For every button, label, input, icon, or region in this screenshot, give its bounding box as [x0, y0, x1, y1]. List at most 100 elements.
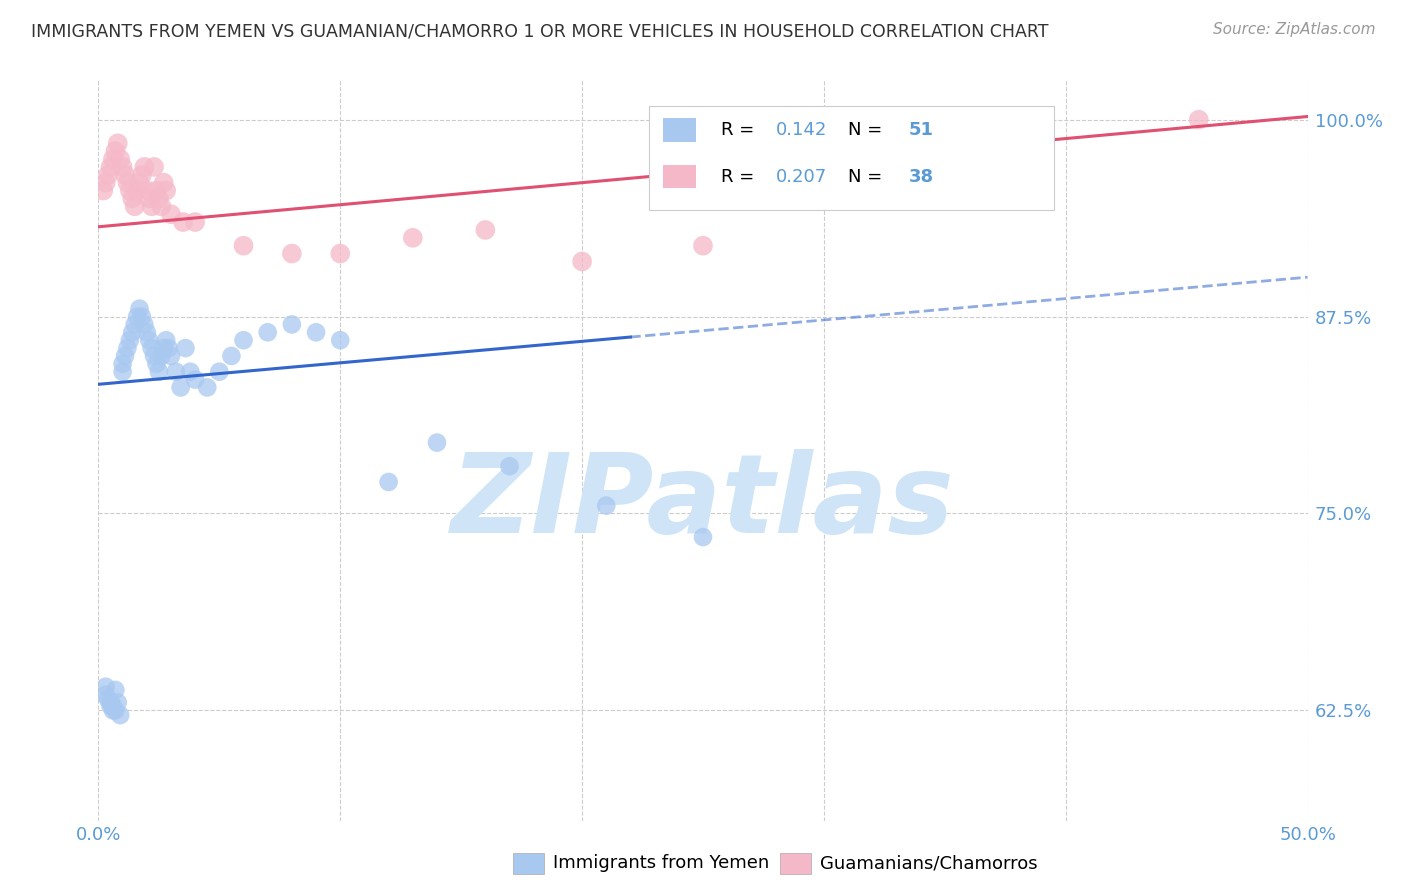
Text: 0.207: 0.207 [776, 168, 827, 186]
Point [101, 698, 124, 713]
Point [104, 144, 127, 158]
Point [377, 475, 399, 489]
Text: R =: R = [721, 121, 761, 139]
Point [100, 160, 122, 174]
Point [100, 696, 122, 710]
Point [94, 688, 117, 702]
Text: ZIPatlas: ZIPatlas [451, 449, 955, 556]
Text: Source: ZipAtlas.com: Source: ZipAtlas.com [1212, 22, 1375, 37]
Text: N =: N = [848, 121, 889, 139]
Point [329, 246, 352, 260]
Point [474, 223, 496, 237]
Point [141, 341, 163, 355]
Text: N =: N = [848, 168, 889, 186]
Point [256, 326, 278, 340]
Point [498, 459, 520, 474]
Point [208, 365, 231, 379]
Text: 0.142: 0.142 [776, 121, 827, 139]
Point [134, 160, 156, 174]
Point [138, 333, 160, 347]
Point [184, 215, 207, 229]
Point [172, 215, 194, 229]
Point [148, 365, 170, 379]
Point [108, 708, 131, 723]
Point [124, 199, 146, 213]
Point [595, 499, 617, 513]
Point [152, 176, 174, 190]
Point [114, 349, 136, 363]
Point [160, 349, 183, 363]
Point [114, 168, 136, 182]
Point [179, 365, 201, 379]
Point [135, 326, 157, 340]
Point [121, 326, 143, 340]
Point [100, 698, 122, 713]
Point [174, 341, 197, 355]
Point [118, 184, 141, 198]
Point [107, 136, 129, 151]
Point [305, 326, 328, 340]
Point [692, 238, 714, 252]
Point [155, 333, 177, 347]
Point [145, 357, 167, 371]
Point [157, 341, 180, 355]
Point [221, 349, 243, 363]
Point [97, 692, 120, 706]
Point [108, 152, 131, 166]
Point [101, 703, 124, 717]
Point [111, 357, 134, 371]
Point [152, 341, 174, 355]
Point [150, 199, 173, 213]
Text: 51: 51 [908, 121, 934, 139]
Point [281, 246, 304, 260]
Point [169, 380, 191, 394]
Point [94, 176, 117, 190]
Point [148, 191, 170, 205]
Point [91, 184, 114, 198]
Text: IMMIGRANTS FROM YEMEN VS GUAMANIAN/CHAMORRO 1 OR MORE VEHICLES IN HOUSEHOLD CORR: IMMIGRANTS FROM YEMEN VS GUAMANIAN/CHAMO… [31, 22, 1049, 40]
Point [97, 168, 120, 182]
Point [117, 341, 139, 355]
FancyBboxPatch shape [664, 118, 696, 142]
Point [107, 696, 129, 710]
Point [426, 435, 449, 450]
Point [94, 680, 117, 694]
Point [165, 365, 187, 379]
Point [124, 318, 146, 332]
Point [141, 199, 163, 213]
Text: Immigrants from Yemen: Immigrants from Yemen [553, 855, 769, 872]
Point [134, 318, 156, 332]
Point [138, 191, 160, 205]
Point [1188, 112, 1211, 127]
FancyBboxPatch shape [664, 165, 696, 188]
Point [127, 184, 149, 198]
Point [127, 310, 149, 324]
Point [160, 207, 183, 221]
Point [402, 231, 425, 245]
Point [131, 168, 153, 182]
Point [128, 176, 150, 190]
Point [195, 380, 218, 394]
Point [111, 365, 134, 379]
Point [281, 318, 304, 332]
Point [104, 703, 127, 717]
Point [143, 349, 166, 363]
Text: Guamanians/Chamorros: Guamanians/Chamorros [820, 855, 1038, 872]
Point [111, 160, 134, 174]
Point [692, 530, 714, 544]
Point [329, 333, 352, 347]
FancyBboxPatch shape [648, 106, 1053, 210]
Text: 38: 38 [908, 168, 934, 186]
Point [232, 238, 254, 252]
Point [117, 176, 139, 190]
Point [184, 373, 207, 387]
Point [101, 152, 124, 166]
Point [150, 349, 173, 363]
Point [118, 333, 141, 347]
Point [155, 184, 177, 198]
Point [121, 191, 143, 205]
Point [128, 301, 150, 316]
Text: R =: R = [721, 168, 761, 186]
Point [131, 310, 153, 324]
Point [571, 254, 593, 268]
